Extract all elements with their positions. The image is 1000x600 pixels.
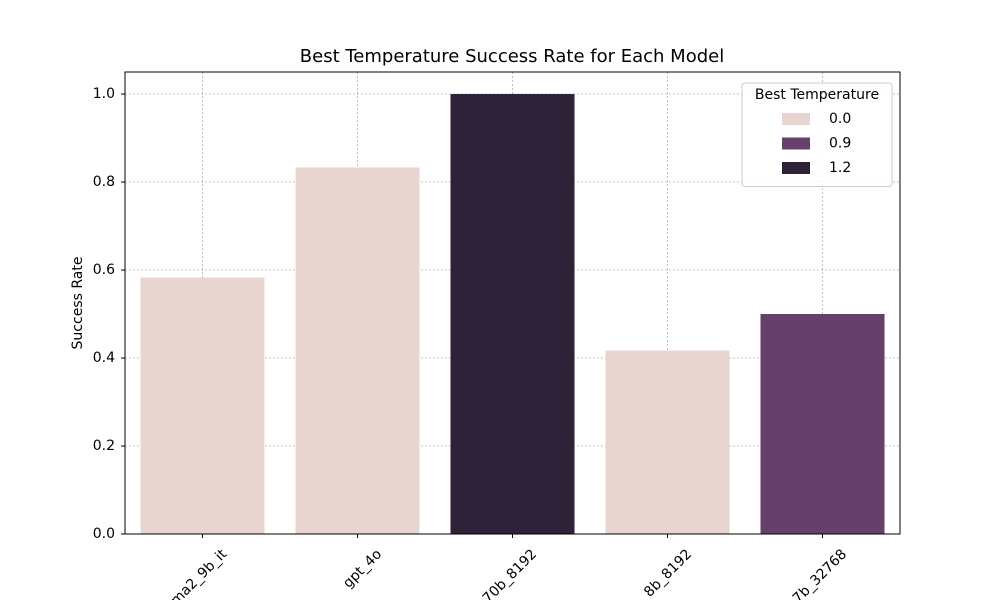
- x-tick-label: 70b_8192: [480, 546, 540, 600]
- x-tick-label: ma2_9b_it: [168, 546, 231, 600]
- legend-box: [741, 82, 893, 187]
- x-tick-label: 7b_32768: [790, 546, 850, 600]
- plot-frame: [124, 71, 901, 535]
- legend-label: 1.2: [829, 160, 851, 176]
- bar: [295, 167, 420, 535]
- legend-title: Best Temperature: [755, 87, 879, 103]
- legend-swatch: [782, 162, 810, 174]
- legend-swatch: [782, 113, 810, 125]
- legend-swatch: [782, 137, 810, 150]
- y-tick-label: 0.2: [93, 438, 115, 454]
- chart-title: Best Temperature Success Rate for Each M…: [300, 46, 724, 67]
- y-tick-label: 0.0: [93, 526, 115, 542]
- bar: [450, 94, 575, 534]
- legend-label: 0.9: [829, 136, 851, 152]
- y-tick-label: 1.0: [93, 86, 115, 102]
- x-tick-label: 8b_8192: [641, 546, 695, 600]
- bar: [760, 314, 885, 534]
- bar: [605, 350, 730, 534]
- y-tick-label: 0.8: [93, 174, 115, 190]
- x-tick-label: gpt_4o: [340, 546, 385, 591]
- bar: [140, 277, 265, 534]
- legend-label: 0.0: [829, 111, 851, 127]
- y-tick-label: 0.6: [93, 262, 115, 278]
- y-axis-label: Success Rate: [70, 257, 86, 350]
- bars: [140, 94, 885, 535]
- y-tick-label: 0.4: [93, 350, 115, 366]
